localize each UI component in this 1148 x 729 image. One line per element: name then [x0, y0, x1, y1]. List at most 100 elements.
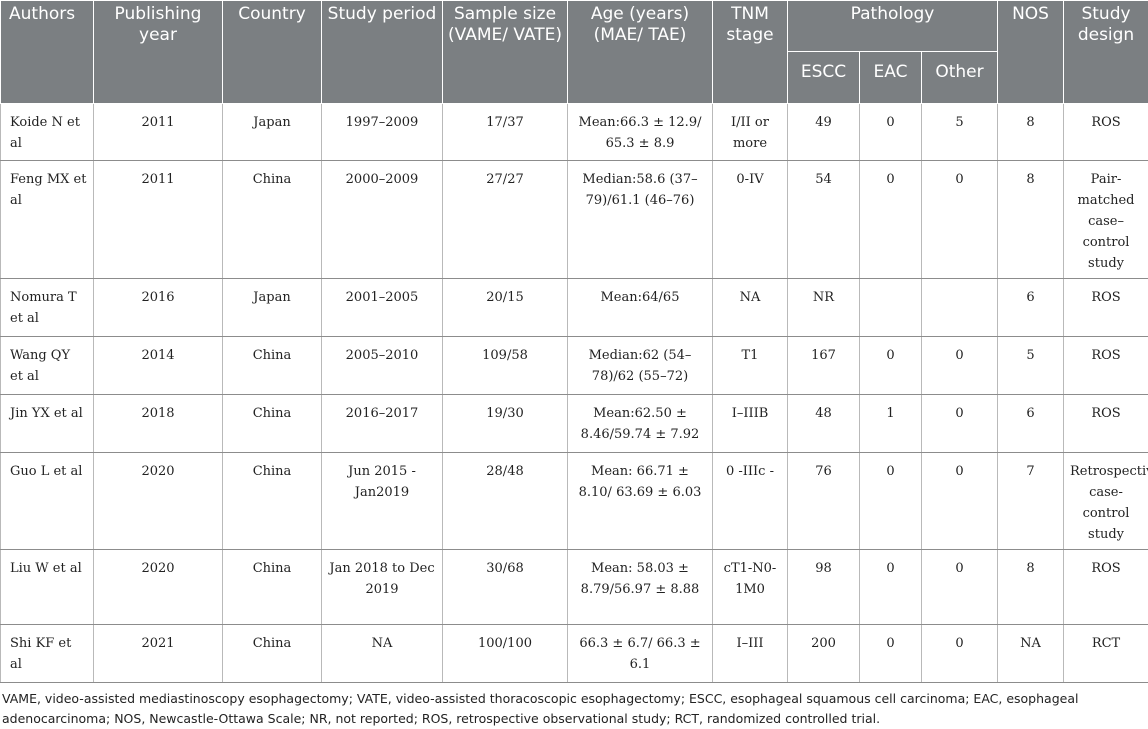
cell-country: China: [223, 453, 322, 550]
cell-nos: 8: [998, 550, 1064, 625]
table-row: Koide N et al 2011 Japan 1997–2009 17/37…: [1, 104, 1148, 161]
cell-escc: 48: [788, 395, 860, 453]
cell-escc: 167: [788, 337, 860, 395]
cell-other: 0: [922, 395, 998, 453]
cell-period: NA: [322, 625, 443, 683]
table-row: Nomura T et al 2016 Japan 2001–2005 20/1…: [1, 279, 1148, 337]
cell-period: 2005–2010: [322, 337, 443, 395]
cell-other: [922, 279, 998, 337]
cell-sample: 17/37: [443, 104, 568, 161]
cell-sample: 100/100: [443, 625, 568, 683]
cell-nos: 6: [998, 279, 1064, 337]
cell-eac: 0: [860, 104, 922, 161]
col-sample: Sample size (VAME/ VATE): [443, 1, 568, 104]
cell-country: Japan: [223, 104, 322, 161]
cell-other: 0: [922, 625, 998, 683]
table-footnote: VAME, video-assisted mediastinoscopy eso…: [0, 683, 1148, 729]
header-row: Authors Publishing year Country Study pe…: [1, 1, 1148, 52]
cell-sample: 20/15: [443, 279, 568, 337]
cell-nos: 7: [998, 453, 1064, 550]
cell-sample: 109/58: [443, 337, 568, 395]
cell-authors: Jin YX et al: [1, 395, 94, 453]
cell-design: RCT: [1064, 625, 1148, 683]
cell-country: China: [223, 161, 322, 279]
cell-country: Japan: [223, 279, 322, 337]
cell-tnm: I–IIIB: [713, 395, 788, 453]
cell-escc: 49: [788, 104, 860, 161]
cell-year: 2011: [94, 161, 223, 279]
cell-sample: 19/30: [443, 395, 568, 453]
cell-other: 0: [922, 337, 998, 395]
cell-year: 2018: [94, 395, 223, 453]
cell-other: 0: [922, 453, 998, 550]
cell-nos: NA: [998, 625, 1064, 683]
cell-tnm: NA: [713, 279, 788, 337]
cell-period: 1997–2009: [322, 104, 443, 161]
cell-escc: 76: [788, 453, 860, 550]
table-body: Koide N et al 2011 Japan 1997–2009 17/37…: [1, 104, 1148, 683]
cell-authors: Guo L et al: [1, 453, 94, 550]
cell-age: Mean: 66.71 ± 8.10/ 63.69 ± 6.03: [568, 453, 713, 550]
cell-escc: 98: [788, 550, 860, 625]
cell-period: Jan 2018 to Dec 2019: [322, 550, 443, 625]
cell-year: 2011: [94, 104, 223, 161]
cell-escc: NR: [788, 279, 860, 337]
cell-authors: Koide N et al: [1, 104, 94, 161]
cell-authors: Nomura T et al: [1, 279, 94, 337]
cell-year: 2021: [94, 625, 223, 683]
cell-authors: Wang QY et al: [1, 337, 94, 395]
col-tnm: TNM stage: [713, 1, 788, 104]
cell-age: 66.3 ± 6.7/ 66.3 ± 6.1: [568, 625, 713, 683]
cell-design: ROS: [1064, 337, 1148, 395]
col-country: Country: [223, 1, 322, 104]
cell-design: Retrospective case-control study: [1064, 453, 1148, 550]
cell-eac: 0: [860, 550, 922, 625]
cell-eac: 0: [860, 337, 922, 395]
studies-table: Authors Publishing year Country Study pe…: [0, 0, 1148, 683]
cell-country: China: [223, 395, 322, 453]
cell-tnm: I/II or more: [713, 104, 788, 161]
col-eac: EAC: [860, 52, 922, 104]
cell-age: Mean: 58.03 ± 8.79/56.97 ± 8.88: [568, 550, 713, 625]
table-row: Wang QY et al 2014 China 2005–2010 109/5…: [1, 337, 1148, 395]
cell-age: Mean:62.50 ± 8.46/59.74 ± 7.92: [568, 395, 713, 453]
col-design: Study design: [1064, 1, 1148, 104]
table-row: Liu W et al 2020 China Jan 2018 to Dec 2…: [1, 550, 1148, 625]
cell-eac: [860, 279, 922, 337]
col-age: Age (years) (MAE/ TAE): [568, 1, 713, 104]
cell-period: Jun 2015 -Jan2019: [322, 453, 443, 550]
cell-tnm: I–III: [713, 625, 788, 683]
col-year: Publishing year: [94, 1, 223, 104]
cell-year: 2016: [94, 279, 223, 337]
cell-age: Mean:64/65: [568, 279, 713, 337]
cell-tnm: 0-IV: [713, 161, 788, 279]
table-row: Feng MX et al 2011 China 2000–2009 27/27…: [1, 161, 1148, 279]
cell-year: 2020: [94, 550, 223, 625]
cell-design: ROS: [1064, 550, 1148, 625]
cell-country: China: [223, 625, 322, 683]
cell-nos: 8: [998, 161, 1064, 279]
cell-tnm: 0 -IIIc -: [713, 453, 788, 550]
cell-authors: Liu W et al: [1, 550, 94, 625]
cell-sample: 27/27: [443, 161, 568, 279]
cell-escc: 54: [788, 161, 860, 279]
cell-design: ROS: [1064, 279, 1148, 337]
cell-other: 0: [922, 161, 998, 279]
cell-tnm: T1: [713, 337, 788, 395]
cell-other: 5: [922, 104, 998, 161]
cell-authors: Shi KF et al: [1, 625, 94, 683]
cell-eac: 1: [860, 395, 922, 453]
cell-age: Median:58.6 (37–79)/61.1 (46–76): [568, 161, 713, 279]
table-row: Guo L et al 2020 China Jun 2015 -Jan2019…: [1, 453, 1148, 550]
cell-eac: 0: [860, 453, 922, 550]
table-header: Authors Publishing year Country Study pe…: [1, 1, 1148, 104]
cell-authors: Feng MX et al: [1, 161, 94, 279]
cell-age: Median:62 (54–78)/62 (55–72): [568, 337, 713, 395]
cell-year: 2014: [94, 337, 223, 395]
cell-nos: 5: [998, 337, 1064, 395]
cell-period: 2000–2009: [322, 161, 443, 279]
cell-sample: 30/68: [443, 550, 568, 625]
cell-period: 2001–2005: [322, 279, 443, 337]
cell-period: 2016–2017: [322, 395, 443, 453]
